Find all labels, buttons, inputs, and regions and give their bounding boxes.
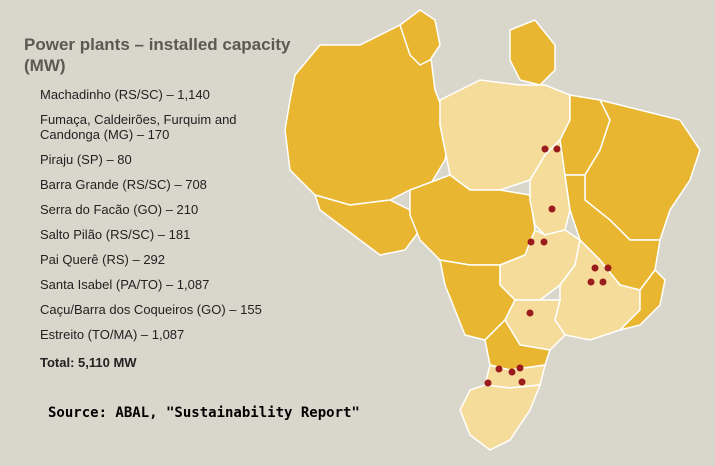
plant-marker-red-dot [599,278,607,286]
state-amapa [509,19,556,86]
state-acre-rondonia [313,193,421,256]
power-plant-item: Machadinho (RS/SC) – 1,140 [40,87,210,102]
plant-marker-red-dot [548,205,556,213]
plant-marker-red-dot [541,145,549,153]
power-plant-item: Serra do Facão (GO) – 210 [40,202,199,217]
state-roraima [399,9,441,66]
state-rio-grande-do-sul [459,384,542,451]
power-plant-item: Pai Querê (RS) – 292 [40,252,166,267]
plant-marker-red-dot [508,368,516,376]
power-plant-item: Salto Pilão (RS/SC) – 181 [40,227,191,242]
plant-marker-red-dot [604,264,612,272]
power-plant-list: Machadinho (RS/SC) – 1,140 Fumaça, Calde… [40,87,280,352]
plant-marker-red-dot [526,309,534,317]
plant-marker-red-dot [553,145,561,153]
plant-marker-red-dot [495,365,503,373]
map-title: Power plants – installed capacity (MW) [24,35,291,75]
state-rio-espirito [617,268,666,332]
plant-marker-red-dot [587,278,595,286]
power-plant-item: Estreito (TO/MA) – 1,087 [40,327,185,342]
plant-marker-red-dot [484,379,492,387]
plant-marker-red-dot [540,238,548,246]
power-plant-item: Piraju (SP) – 80 [40,152,132,167]
source-citation: Source: ABAL, "Sustainability Report" [48,405,360,421]
plant-marker-red-dot [591,264,599,272]
power-plant-item: Fumaça, Caldeirões, Furquim and Candonga… [40,112,237,142]
power-plant-item: Barra Grande (RS/SC) – 708 [40,177,207,192]
total-capacity: Total: 5,110 MW [40,355,137,370]
plant-marker-red-dot [518,378,526,386]
plant-marker-red-dot [516,364,524,372]
power-plant-item: Santa Isabel (PA/TO) – 1,087 [40,277,210,292]
state-tocantins [529,138,571,236]
power-plant-item: Caçu/Barra dos Coqueiros (GO) – 155 [40,302,262,317]
plant-marker-red-dot [527,238,535,246]
